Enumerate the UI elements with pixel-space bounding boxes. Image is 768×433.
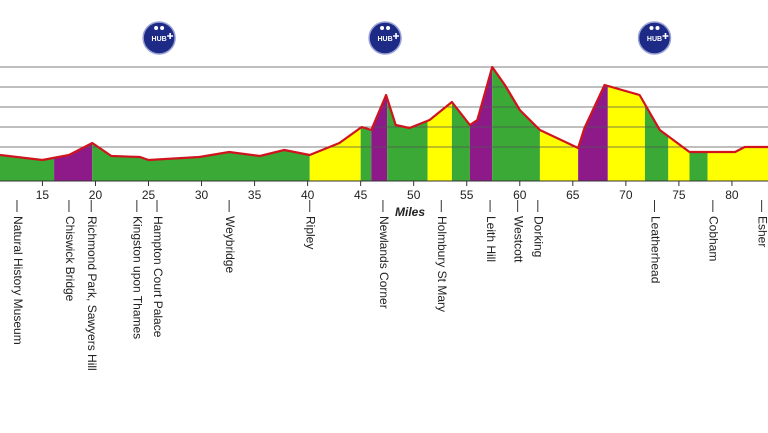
segment	[607, 67, 645, 181]
hub-person	[160, 26, 165, 30]
x-tick-label: 25	[142, 188, 156, 202]
hub-glyph	[662, 33, 669, 39]
x-tick-label: 20	[89, 188, 103, 202]
segment	[689, 67, 708, 181]
hub-circle	[142, 21, 176, 55]
hub-person	[154, 26, 159, 30]
hub-person	[386, 26, 391, 30]
hub-circle	[637, 21, 672, 55]
place-label: Esher	[755, 216, 768, 247]
hub-label: HUB	[152, 36, 167, 43]
hub-person	[649, 26, 654, 30]
x-tick-label: 15	[36, 188, 50, 202]
x-tick-label: 45	[354, 188, 368, 202]
place-label: Newlands Corner	[377, 216, 391, 309]
x-tick-label: 65	[566, 188, 580, 202]
place-label: Holmbury St Mary	[435, 216, 449, 312]
x-tick-label: 75	[672, 188, 686, 202]
segment	[360, 67, 372, 181]
hub-person	[380, 26, 385, 30]
hub-label: HUB	[647, 36, 662, 43]
segment	[92, 67, 310, 181]
x-tick-label: 30	[195, 188, 209, 202]
hub-glyph	[393, 33, 400, 39]
place-label: Hampton Court Palace	[151, 216, 165, 338]
place-label: Kingston upon Thames	[131, 216, 145, 339]
place-label: Natural History Museum	[11, 216, 25, 345]
segment	[427, 67, 452, 181]
place-label: Dorking	[532, 216, 546, 257]
elevation-line	[0, 65, 768, 162]
x-tick-label: 60	[513, 188, 527, 202]
segment	[0, 67, 55, 181]
hub-person	[655, 26, 660, 30]
place-label: Cobham	[707, 216, 721, 261]
segment	[54, 67, 93, 181]
hub-circle	[368, 21, 402, 55]
hub-icon: HUB	[142, 21, 176, 55]
x-tick-label: 40	[301, 188, 315, 202]
x-tick-label: 55	[460, 188, 474, 202]
segment	[309, 67, 361, 181]
place-label: Leatherhead	[648, 216, 662, 283]
hub-icon: HUB	[368, 21, 402, 55]
place-label: Leith Hill	[484, 216, 498, 262]
segment	[578, 67, 608, 181]
hub-glyph	[167, 33, 174, 39]
hub-icon: HUB	[637, 21, 672, 55]
x-tick-label: 50	[407, 188, 421, 202]
hub-label: HUB	[377, 36, 392, 43]
segment	[371, 67, 388, 181]
place-label: Weybridge	[223, 216, 237, 273]
place-label: Ripley	[304, 216, 318, 249]
x-tick-label: 80	[725, 188, 739, 202]
x-tick-label: 35	[248, 188, 262, 202]
segment	[539, 67, 579, 181]
place-label: Chiswick Bridge	[63, 216, 77, 302]
segment	[707, 67, 768, 181]
x-tick-label: 70	[619, 188, 633, 202]
place-label: Richmond Park, Sawyers Hill	[85, 216, 99, 371]
segments	[0, 67, 768, 181]
place-label: Westcott	[511, 216, 525, 263]
x-axis-title: Miles	[395, 205, 425, 219]
segment	[668, 67, 690, 181]
segment	[644, 67, 669, 181]
